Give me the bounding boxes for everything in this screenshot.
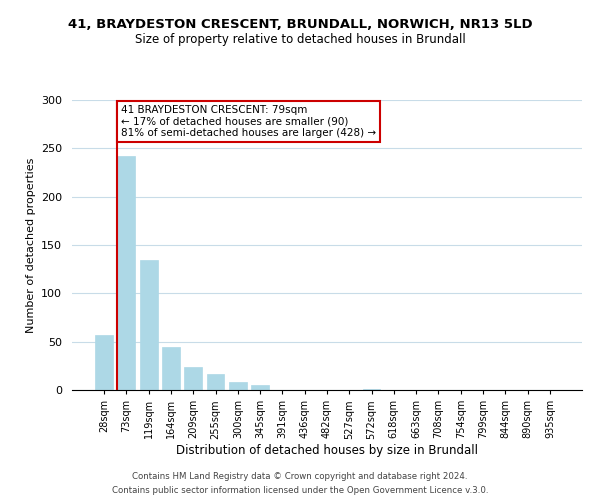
Text: 41 BRAYDESTON CRESCENT: 79sqm
← 17% of detached houses are smaller (90)
81% of s: 41 BRAYDESTON CRESCENT: 79sqm ← 17% of d… [121,105,376,138]
X-axis label: Distribution of detached houses by size in Brundall: Distribution of detached houses by size … [176,444,478,457]
Text: Size of property relative to detached houses in Brundall: Size of property relative to detached ho… [134,32,466,46]
Text: Contains HM Land Registry data © Crown copyright and database right 2024.: Contains HM Land Registry data © Crown c… [132,472,468,481]
Bar [162,348,180,390]
Text: Contains public sector information licensed under the Open Government Licence v.: Contains public sector information licen… [112,486,488,495]
Text: 41, BRAYDESTON CRESCENT, BRUNDALL, NORWICH, NR13 5LD: 41, BRAYDESTON CRESCENT, BRUNDALL, NORWI… [68,18,532,30]
Y-axis label: Number of detached properties: Number of detached properties [26,158,35,332]
Bar [229,382,247,390]
Bar [95,335,113,390]
Bar [251,385,269,390]
Bar [118,156,136,390]
Bar [362,389,380,390]
Bar [184,367,202,390]
Bar [140,260,158,390]
Bar [206,374,224,390]
